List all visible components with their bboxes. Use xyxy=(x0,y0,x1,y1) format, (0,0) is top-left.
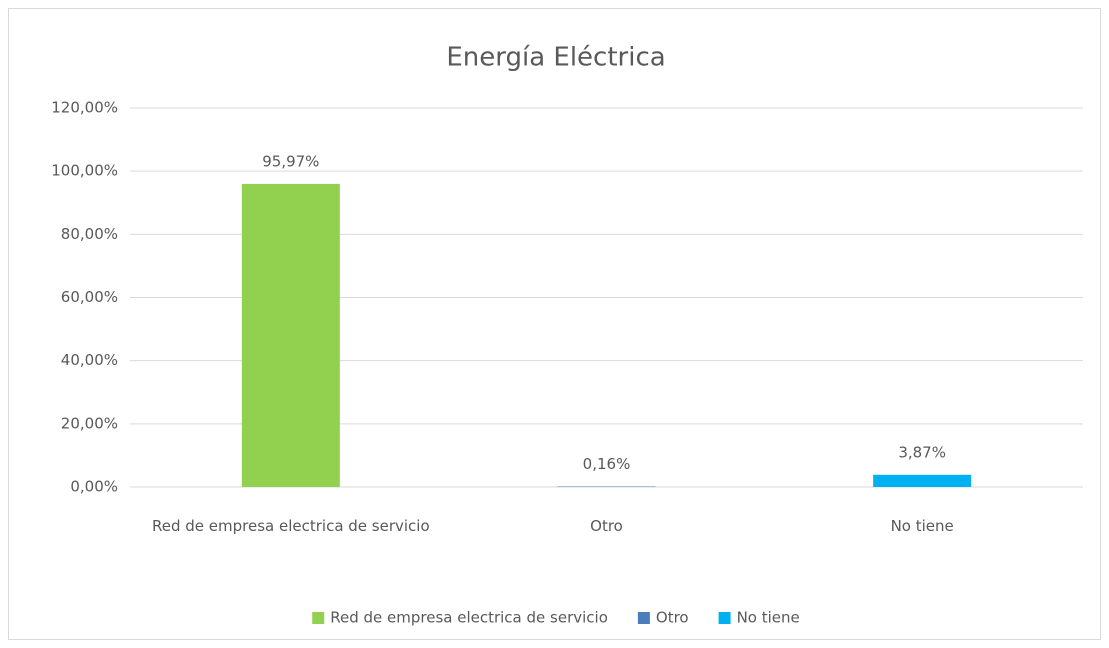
legend-swatch xyxy=(312,612,325,624)
y-tick-label: 80,00% xyxy=(61,225,118,243)
x-tick-label: No tiene xyxy=(891,517,954,535)
y-tick-label: 20,00% xyxy=(61,414,118,432)
x-tick-label: Red de empresa electrica de servicio xyxy=(152,517,430,535)
bar xyxy=(873,474,972,487)
chart-border xyxy=(8,8,1101,640)
y-tick-label: 0,00% xyxy=(70,478,118,496)
legend-label: Otro xyxy=(656,609,689,627)
legend-swatch xyxy=(718,612,731,624)
legend-label: No tiene xyxy=(737,609,800,627)
legend-swatch xyxy=(637,612,650,624)
legend: Red de empresa electrica de servicio Otro… xyxy=(312,609,800,627)
y-tick-label: 100,00% xyxy=(51,162,118,180)
legend-label: Red de empresa electrica de servicio xyxy=(330,609,608,627)
data-label: 3,87% xyxy=(898,443,946,461)
y-tick-label: 40,00% xyxy=(61,351,118,369)
bar xyxy=(241,183,340,487)
data-label: 95,97% xyxy=(262,152,319,170)
x-tick-label: Otro xyxy=(590,517,623,535)
bar xyxy=(557,486,656,487)
y-tick-label: 120,00% xyxy=(51,99,118,117)
data-label: 0,16% xyxy=(583,455,631,473)
chart-title: Energía Eléctrica xyxy=(446,43,665,73)
y-tick-label: 60,00% xyxy=(61,288,118,306)
